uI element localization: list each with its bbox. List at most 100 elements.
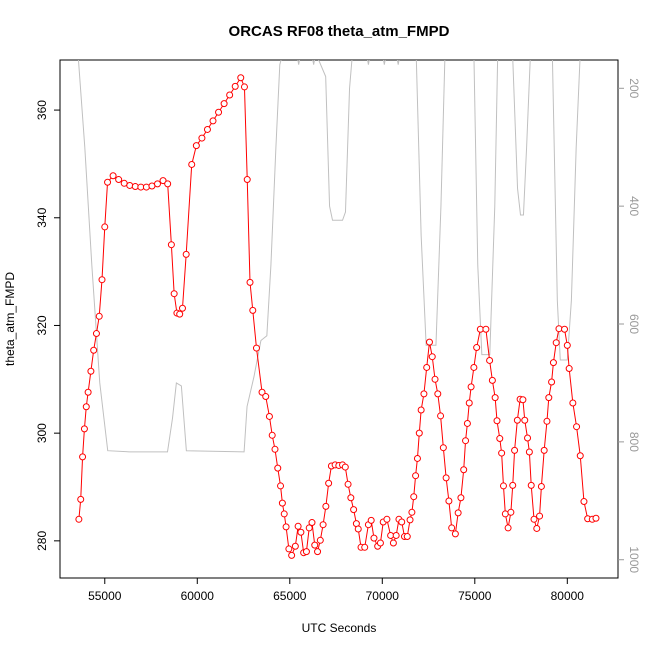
point xyxy=(445,497,453,505)
point xyxy=(90,346,98,354)
point xyxy=(280,510,288,518)
point xyxy=(215,108,223,116)
point xyxy=(451,530,459,538)
x-axis-label: UTC Seconds xyxy=(302,621,377,635)
point xyxy=(84,388,92,396)
point xyxy=(509,481,517,489)
point xyxy=(249,306,257,314)
point xyxy=(488,376,496,384)
point xyxy=(367,516,375,524)
point xyxy=(344,480,352,488)
point xyxy=(569,399,577,407)
point xyxy=(470,363,478,371)
point xyxy=(580,498,588,506)
x-tick-label: 75000 xyxy=(458,589,492,603)
point xyxy=(192,142,200,150)
point xyxy=(159,177,167,185)
x-tick-label: 60000 xyxy=(181,589,215,603)
point xyxy=(519,396,527,404)
point xyxy=(521,416,529,424)
point xyxy=(87,367,95,375)
point xyxy=(142,183,150,191)
point xyxy=(504,524,512,532)
point xyxy=(491,394,499,402)
point xyxy=(231,82,239,90)
point xyxy=(493,417,501,425)
point xyxy=(376,539,384,547)
point xyxy=(109,172,117,180)
point xyxy=(319,521,327,529)
point xyxy=(563,341,571,349)
point xyxy=(442,474,450,482)
point xyxy=(170,290,178,298)
point xyxy=(80,425,88,433)
point xyxy=(498,449,506,457)
point xyxy=(383,515,391,523)
point xyxy=(188,160,196,168)
point xyxy=(537,482,545,490)
point xyxy=(92,330,100,338)
point xyxy=(350,506,358,514)
y2-tick-label: 600 xyxy=(627,314,641,334)
y2-tick-label: 1000 xyxy=(627,546,641,573)
point xyxy=(277,482,285,490)
series-line xyxy=(77,60,581,453)
point xyxy=(413,454,421,462)
point xyxy=(398,518,406,526)
point xyxy=(410,493,418,501)
point xyxy=(252,344,260,352)
point xyxy=(82,403,90,411)
point xyxy=(291,542,299,550)
point xyxy=(285,545,293,553)
point xyxy=(294,522,302,530)
point xyxy=(592,514,600,522)
point xyxy=(482,325,490,333)
point xyxy=(95,312,103,320)
point xyxy=(462,437,470,445)
point xyxy=(473,344,481,352)
plot-area xyxy=(75,60,600,559)
point xyxy=(548,378,556,386)
point xyxy=(268,431,276,439)
point xyxy=(282,523,290,531)
y-axis-label: theta_atm_FMPD xyxy=(3,272,17,366)
point xyxy=(533,524,541,532)
point xyxy=(278,499,286,507)
point xyxy=(408,508,416,516)
point xyxy=(460,466,468,474)
point xyxy=(486,356,494,364)
point xyxy=(258,388,266,396)
point xyxy=(220,100,228,108)
y-tick-label: 280 xyxy=(35,531,49,551)
point xyxy=(226,91,234,99)
point xyxy=(322,502,330,510)
y-tick-label: 300 xyxy=(35,423,49,443)
point xyxy=(439,444,447,452)
point xyxy=(341,463,349,471)
point xyxy=(198,134,206,142)
point xyxy=(467,383,475,391)
point xyxy=(77,495,85,503)
point xyxy=(511,446,519,454)
point xyxy=(154,180,162,188)
point xyxy=(389,539,397,547)
point xyxy=(316,536,324,544)
point xyxy=(552,339,560,347)
point xyxy=(325,479,333,487)
chart-title: ORCAS RF08 theta_atm_FMPD xyxy=(229,23,450,40)
point xyxy=(403,533,411,541)
point xyxy=(271,445,279,453)
point xyxy=(525,448,533,456)
point xyxy=(237,74,245,82)
point xyxy=(425,338,433,346)
point xyxy=(499,482,507,490)
point xyxy=(104,178,112,186)
point xyxy=(203,125,211,133)
point xyxy=(164,180,172,188)
point xyxy=(540,446,548,454)
point xyxy=(406,516,414,524)
point xyxy=(79,453,87,461)
point xyxy=(361,543,369,551)
point xyxy=(305,524,313,532)
